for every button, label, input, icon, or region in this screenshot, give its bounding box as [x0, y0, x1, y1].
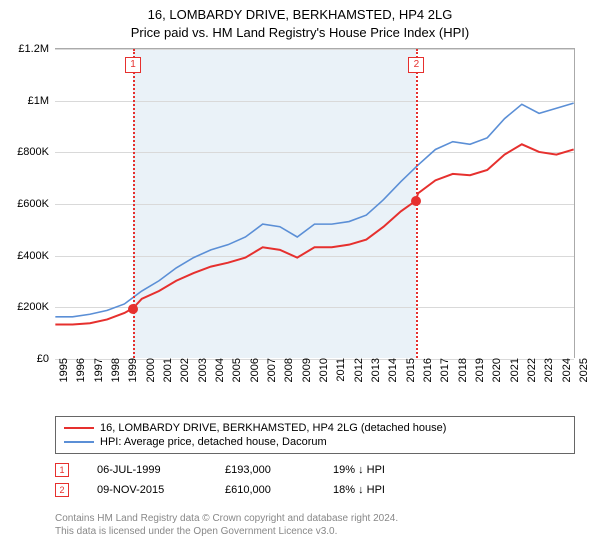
x-axis-label: 2013 [367, 358, 382, 382]
x-axis-label: 2014 [384, 358, 399, 382]
x-axis-label: 2022 [523, 358, 538, 382]
x-axis-label: 2018 [454, 358, 469, 382]
y-axis-label: £0 [37, 353, 55, 365]
x-axis-label: 2007 [263, 358, 278, 382]
plot-area: £0£200K£400K£600K£800K£1M£1.2M1995199619… [55, 48, 575, 358]
x-axis-label: 1997 [90, 358, 105, 382]
transaction-delta: 18% ↓ HPI [333, 484, 385, 496]
y-axis-label: £1M [28, 95, 55, 107]
transaction-date: 06-JUL-1999 [97, 464, 197, 476]
title-subtitle: Price paid vs. HM Land Registry's House … [0, 24, 600, 42]
x-axis-label: 2024 [558, 358, 573, 382]
title-address: 16, LOMBARDY DRIVE, BERKHAMSTED, HP4 2LG [0, 6, 600, 24]
x-axis-label: 2004 [211, 358, 226, 382]
x-axis-label: 2016 [419, 358, 434, 382]
x-axis-label: 2000 [142, 358, 157, 382]
transaction-table: 1 06-JUL-1999 £193,000 19% ↓ HPI 2 09-NOV-201… [55, 460, 575, 500]
transaction-price: £193,000 [225, 464, 305, 476]
x-axis-label: 2010 [315, 358, 330, 382]
chart-title: 16, LOMBARDY DRIVE, BERKHAMSTED, HP4 2LG… [0, 0, 600, 42]
x-axis-label: 2025 [575, 358, 590, 382]
y-axis-label: £1.2M [18, 43, 55, 55]
x-axis-label: 2023 [540, 358, 555, 382]
x-axis-label: 1999 [124, 358, 139, 382]
transaction-row: 2 09-NOV-2015 £610,000 18% ↓ HPI [55, 480, 575, 500]
legend-label: HPI: Average price, detached house, Daco… [100, 436, 327, 448]
y-axis-label: £400K [17, 250, 55, 262]
x-axis-label: 2001 [159, 358, 174, 382]
marker-dot [411, 196, 421, 206]
transaction-price: £610,000 [225, 484, 305, 496]
x-axis-label: 2017 [436, 358, 451, 382]
legend-box: 16, LOMBARDY DRIVE, BERKHAMSTED, HP4 2LG… [55, 416, 575, 454]
y-axis-label: £800K [17, 146, 55, 158]
transaction-row: 1 06-JUL-1999 £193,000 19% ↓ HPI [55, 460, 575, 480]
x-axis-label: 1996 [72, 358, 87, 382]
footer-attribution: Contains HM Land Registry data © Crown c… [55, 512, 575, 538]
x-axis-label: 1995 [55, 358, 70, 382]
legend-item: HPI: Average price, detached house, Daco… [64, 435, 566, 449]
x-axis-label: 2019 [471, 358, 486, 382]
legend-swatch [64, 441, 94, 443]
legend-swatch [64, 427, 94, 429]
x-axis-label: 2020 [488, 358, 503, 382]
x-axis-label: 2005 [228, 358, 243, 382]
x-axis-label: 2012 [350, 358, 365, 382]
x-axis-label: 2008 [280, 358, 295, 382]
x-axis-label: 1998 [107, 358, 122, 382]
transaction-badge: 1 [55, 463, 69, 477]
y-axis-label: £200K [17, 301, 55, 313]
transaction-badge: 2 [55, 483, 69, 497]
x-axis-label: 2021 [506, 358, 521, 382]
chart-container: 16, LOMBARDY DRIVE, BERKHAMSTED, HP4 2LG… [0, 0, 600, 560]
x-axis-label: 2015 [402, 358, 417, 382]
marker-dot [128, 304, 138, 314]
y-axis-label: £600K [17, 198, 55, 210]
transaction-delta: 19% ↓ HPI [333, 464, 385, 476]
x-axis-label: 2006 [246, 358, 261, 382]
x-axis-label: 2003 [194, 358, 209, 382]
x-axis-label: 2002 [176, 358, 191, 382]
x-axis-label: 2011 [332, 358, 347, 382]
legend-label: 16, LOMBARDY DRIVE, BERKHAMSTED, HP4 2LG… [100, 422, 446, 434]
footer-line-1: Contains HM Land Registry data © Crown c… [55, 512, 575, 525]
legend-item: 16, LOMBARDY DRIVE, BERKHAMSTED, HP4 2LG… [64, 421, 566, 435]
x-axis-label: 2009 [298, 358, 313, 382]
transaction-date: 09-NOV-2015 [97, 484, 197, 496]
footer-line-2: This data is licensed under the Open Gov… [55, 525, 575, 538]
marker-badge: 2 [408, 57, 424, 73]
marker-badge: 1 [125, 57, 141, 73]
